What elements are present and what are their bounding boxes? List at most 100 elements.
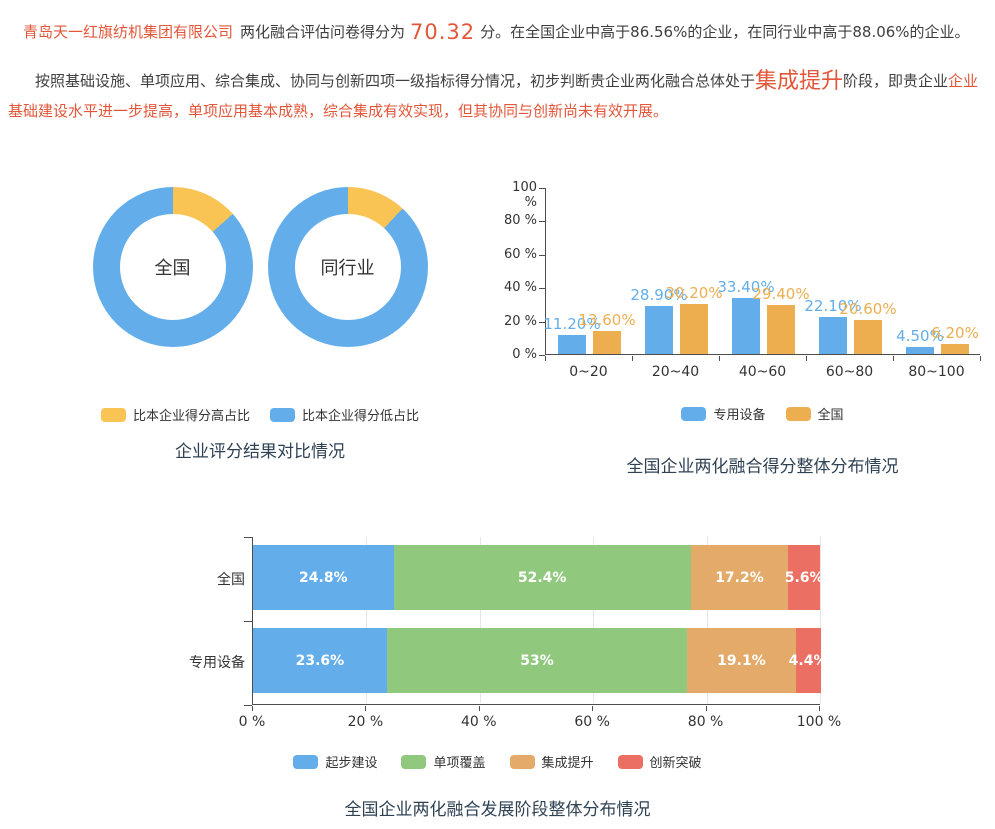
stage-name: 集成提升 [755, 69, 844, 94]
y-axis-tick [539, 221, 545, 223]
grouped-bar[interactable] [819, 317, 847, 354]
legend-swatch [617, 754, 643, 769]
stack-segment[interactable]: 53% [386, 628, 688, 693]
gridline [593, 537, 595, 703]
stack-segment[interactable]: 24.8% [253, 545, 394, 610]
grouped-bar[interactable] [593, 331, 621, 354]
legend-item[interactable]: 专用设备 [681, 404, 766, 423]
y-axis-label: 60 % [503, 246, 537, 262]
segment-value-label: 5.6% [784, 569, 824, 586]
donut-center-label: 同行业 [320, 258, 375, 279]
legend-label: 比本企业得分高占比 [132, 409, 250, 424]
legend-swatch [509, 754, 535, 769]
donut-legend: 比本企业得分高占比 比本企业得分低占比 [75, 405, 445, 424]
bar-value-label: 11.20% [543, 315, 601, 334]
donut-row: 全国 同行业 [75, 187, 445, 347]
donut-hole: 全国 [119, 214, 226, 320]
segment-value-label: 52.4% [517, 569, 567, 586]
grouped-bar[interactable] [645, 305, 673, 354]
overall-score: 70.32 [410, 20, 476, 44]
y-axis-tick [539, 355, 545, 356]
segment-value-label: 19.1% [717, 652, 766, 669]
gridline [479, 537, 481, 703]
x-axis-label: 20 % [347, 714, 384, 730]
grouped-bar[interactable] [854, 319, 882, 354]
score-lead-text: 两化融合评估问卷得分为 [240, 23, 406, 41]
legend-item[interactable]: 比本企业得分高占比 [100, 405, 250, 424]
x-axis-label: 40~60 [738, 364, 787, 380]
row-label: 全国 [217, 571, 245, 588]
score-tail-text: 分。在全国企业中高于86.56%的企业，在同行业中高于88.06%的企业。 [480, 23, 970, 41]
x-axis-tick [365, 706, 367, 711]
grouped-bar[interactable] [732, 298, 760, 354]
bar-value-label: 22.10% [804, 297, 862, 316]
stack-row: 24.8% 52.4% 17.2% 5.6% [253, 545, 824, 610]
legend-item[interactable]: 集成提升 [509, 752, 594, 771]
bar-value-label: 20.60% [839, 299, 897, 318]
grouped-bar[interactable] [767, 304, 795, 354]
stage-paragraph: 按照基础设施、单项应用、综合集成、协同与创新四项一级指标得分情况，初步判断贵企业… [8, 66, 989, 126]
legend-item[interactable]: 创新突破 [617, 752, 702, 771]
bar-chart-title: 全国企业两化融合得分整体分布情况 [626, 457, 899, 477]
stack-segment[interactable]: 17.2% [690, 545, 789, 610]
segment-value-label: 23.6% [295, 652, 345, 669]
grouped-bar[interactable] [906, 346, 934, 354]
x-axis-label: 0~20 [569, 364, 608, 380]
score-distribution-panel: 11.20% 13.60% 28.90% 30.20% 33.40% 29.40% 22.1… [500, 180, 995, 480]
stack-row: 23.6% 53% 19.1% 4.4% [253, 628, 828, 693]
legend-swatch [100, 407, 126, 422]
y-axis-tick [539, 254, 545, 256]
segment-value-label: 53% [520, 652, 554, 669]
grouped-bar[interactable] [680, 303, 708, 354]
x-axis-label: 60 % [574, 714, 610, 730]
legend-item[interactable]: 比本企业得分低占比 [270, 405, 419, 424]
stage-lead-text: 按照基础设施、单项应用、综合集成、协同与创新四项一级指标得分情况，初步判断贵企业… [35, 72, 756, 90]
stack-chart-title: 全国企业两化融合发展阶段整体分布情况 [344, 800, 651, 820]
legend-label: 创新突破 [649, 756, 702, 771]
donut-national[interactable]: 全国 [92, 187, 253, 347]
x-axis-tick [252, 706, 253, 711]
y-axis-tick [244, 537, 252, 538]
stage-mid-text: 阶段，即贵企业 [843, 72, 949, 90]
x-axis-label: 20~40 [651, 364, 700, 380]
y-axis-tick [244, 621, 252, 622]
x-axis-tick [545, 356, 546, 361]
bar-legend: 专用设备 全国 [545, 404, 980, 423]
legend-swatch [681, 406, 707, 421]
stack-segment[interactable]: 23.6% [253, 628, 387, 693]
legend-label: 集成提升 [541, 756, 594, 771]
grouped-bar[interactable] [941, 343, 969, 354]
x-axis-tick [980, 356, 981, 361]
bar-value-label: 30.20% [665, 283, 723, 302]
donut-industry[interactable]: 同行业 [267, 187, 428, 347]
legend-label: 比本企业得分低占比 [302, 409, 420, 424]
grouped-bar[interactable] [558, 335, 586, 354]
bar-value-label: 6.20% [931, 323, 979, 342]
y-axis-label: 80 % [503, 213, 537, 229]
x-axis-label: 80~100 [908, 364, 965, 380]
x-axis-tick [705, 706, 707, 711]
summary-paragraph: 青岛天一红旗纺机集团有限公司 两化融合评估问卷得分为 70.32 分。在全国企业中高于… [23, 17, 983, 47]
x-axis-tick [592, 706, 594, 711]
donut-comparison-panel: 全国 同行业 比本企业得分高占比 比本企业得分低占比 企业评分结果对比情况 [75, 187, 445, 477]
legend-swatch [401, 754, 427, 769]
bar-value-label: 4.50% [896, 326, 944, 345]
y-axis-label: 0 % [512, 347, 537, 362]
donut-center-label: 全国 [154, 258, 191, 279]
stack-segment[interactable]: 5.6% [785, 545, 824, 610]
stack-segment[interactable]: 19.1% [687, 628, 796, 693]
stack-segment[interactable]: 52.4% [393, 545, 691, 610]
row-label: 专用设备 [189, 654, 245, 671]
x-axis-label: 100 % [796, 714, 842, 730]
legend-label: 单项覆盖 [433, 756, 486, 771]
stack-segment[interactable]: 4.4% [789, 628, 828, 693]
legend-item[interactable]: 单项覆盖 [401, 752, 486, 771]
segment-value-label: 17.2% [715, 569, 764, 586]
bar-value-label: 13.60% [578, 311, 636, 330]
segment-value-label: 4.4% [788, 652, 828, 669]
stage-highlight-text: 企业基础建设水平进一步提高，单项应用基本成熟，综合集成有效实现，但其协同与创新尚… [8, 72, 979, 120]
x-axis-label: 60~80 [825, 364, 874, 380]
legend-item[interactable]: 起步建设 [293, 752, 377, 771]
y-axis-label: 20 % [503, 313, 537, 329]
legend-item[interactable]: 全国 [785, 404, 844, 423]
